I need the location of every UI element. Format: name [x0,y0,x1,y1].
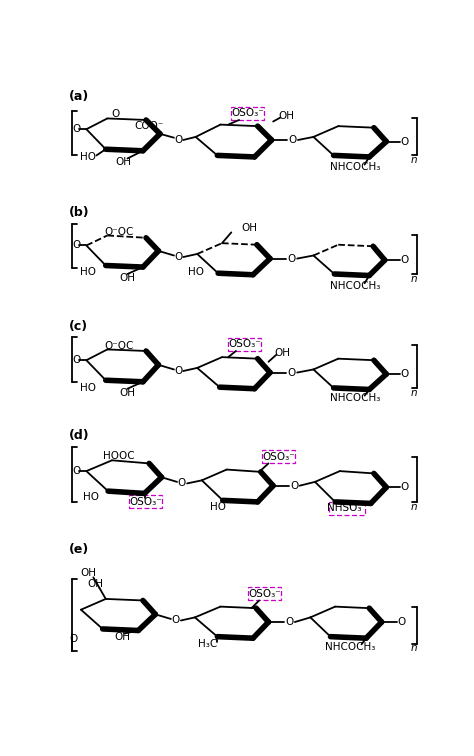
Text: O: O [174,135,182,145]
Text: O: O [401,482,409,492]
Text: O: O [401,255,409,265]
Text: O: O [401,369,409,379]
Bar [231,107,264,120]
Bar [129,495,162,508]
Text: OH: OH [81,568,97,578]
Text: HO: HO [82,492,99,502]
Text: O: O [398,617,406,627]
Text: OSO₃⁻: OSO₃⁻ [231,108,264,119]
Text: OH: OH [119,388,136,398]
Text: OH: OH [241,223,257,233]
Text: HOOC: HOOC [103,451,135,460]
Text: O: O [288,253,296,264]
Text: O: O [401,137,409,147]
Text: (d): (d) [69,429,90,442]
Text: O: O [111,109,119,119]
Text: (a): (a) [69,91,90,104]
Text: OH: OH [274,348,291,358]
Text: NHCOCH₃: NHCOCH₃ [326,642,376,652]
Bar [248,587,281,600]
Bar [262,451,295,463]
Text: (e): (e) [69,543,90,556]
Text: (c): (c) [69,320,89,333]
Text: O: O [72,355,81,365]
Text: NHCOCH₃: NHCOCH₃ [330,393,381,403]
Text: HO: HO [80,152,96,162]
Text: n: n [411,155,418,165]
Text: n: n [411,501,418,512]
Text: OSO₃⁻: OSO₃⁻ [248,589,281,599]
Text: NHCOCH₃: NHCOCH₃ [330,162,381,172]
Text: O: O [174,252,182,262]
Text: OH: OH [278,111,294,121]
Text: OH: OH [115,633,131,643]
Text: O: O [288,367,296,377]
Text: HO: HO [188,268,204,277]
Text: HO: HO [80,383,96,393]
Text: n: n [411,388,418,398]
Text: O: O [288,135,297,145]
Text: O: O [290,481,298,491]
Text: O: O [69,634,77,644]
Text: OH: OH [87,578,103,588]
Text: (b): (b) [69,206,90,219]
Text: HO: HO [210,501,227,512]
Text: O: O [72,240,81,250]
Text: OSO₃⁻: OSO₃⁻ [228,339,261,349]
Text: OH: OH [119,273,136,283]
Bar [329,502,365,515]
Text: O: O [285,617,293,627]
Bar [228,338,261,351]
Text: NHSO₃⁻: NHSO₃⁻ [327,503,367,513]
Text: O⁻OC: O⁻OC [104,341,134,351]
Text: H₃C: H₃C [199,639,218,649]
Text: O: O [174,366,182,376]
Text: COO⁻: COO⁻ [135,121,164,131]
Text: OSO₃⁻: OSO₃⁻ [262,452,295,462]
Text: O: O [178,479,186,488]
Text: HO: HO [80,268,96,277]
Text: OH: OH [116,157,132,167]
Text: n: n [411,643,418,653]
Text: OSO₃⁻: OSO₃⁻ [129,497,162,507]
Text: NHCOCH₃: NHCOCH₃ [330,280,381,290]
Text: n: n [411,274,418,284]
Text: O⁻OC: O⁻OC [104,227,134,237]
Text: O: O [172,615,180,625]
Text: O: O [72,466,81,476]
Text: O: O [72,124,81,135]
